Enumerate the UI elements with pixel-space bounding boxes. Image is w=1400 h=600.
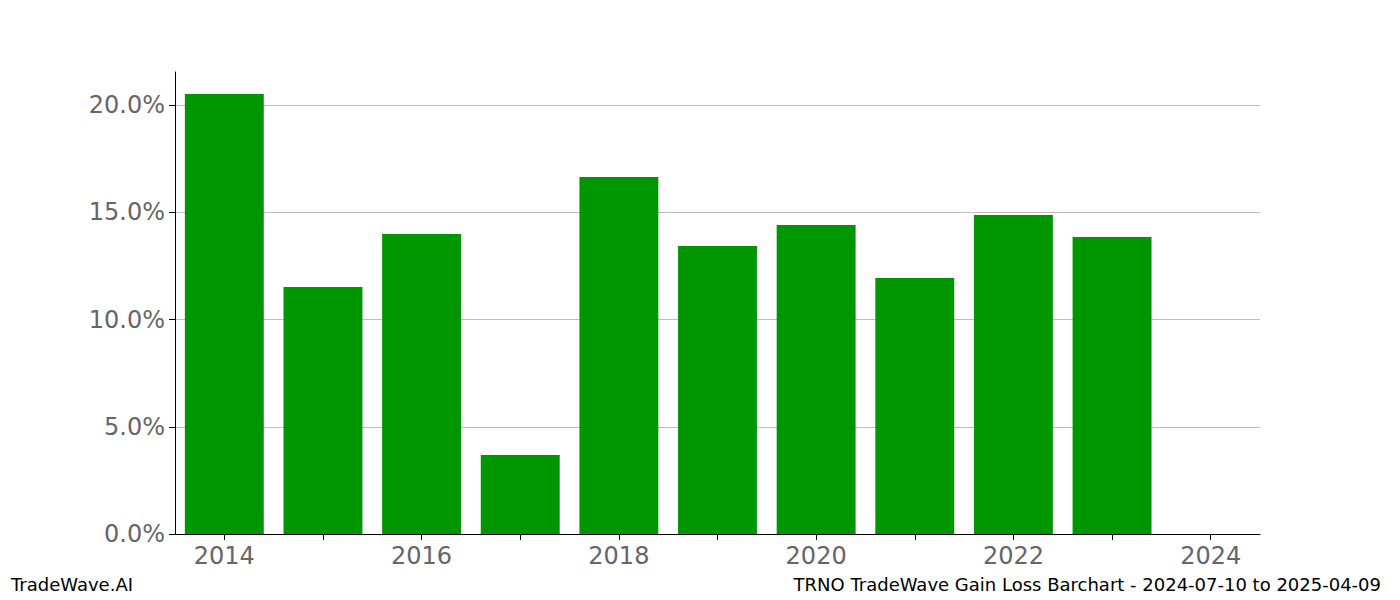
svg-text:0.0%: 0.0% — [104, 520, 165, 548]
svg-text:10.0%: 10.0% — [89, 306, 165, 334]
svg-text:TradeWave.AI: TradeWave.AI — [10, 574, 133, 595]
svg-text:2018: 2018 — [588, 542, 649, 570]
svg-text:2024: 2024 — [1180, 542, 1241, 570]
svg-text:2020: 2020 — [786, 542, 847, 570]
svg-text:2022: 2022 — [983, 542, 1044, 570]
svg-text:2014: 2014 — [194, 542, 255, 570]
svg-text:2016: 2016 — [391, 542, 452, 570]
svg-text:TRNO TradeWave Gain Loss Barch: TRNO TradeWave Gain Loss Barchart - 2024… — [793, 574, 1381, 595]
svg-text:5.0%: 5.0% — [104, 413, 165, 441]
svg-text:20.0%: 20.0% — [89, 91, 165, 119]
svg-text:15.0%: 15.0% — [89, 198, 165, 226]
